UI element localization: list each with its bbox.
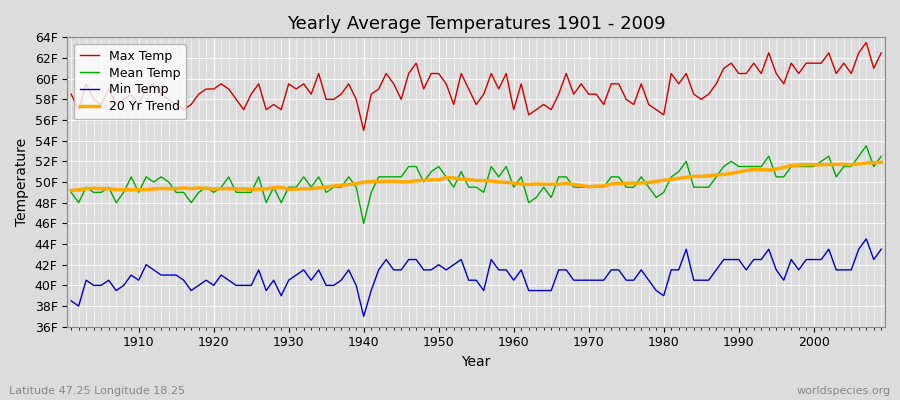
X-axis label: Year: Year [462, 355, 490, 369]
20 Yr Trend [291, 187, 302, 192]
Min Temp [508, 278, 519, 283]
Max Temp [606, 82, 616, 86]
Mean Temp [358, 221, 369, 226]
Max Temp [291, 87, 302, 92]
20 Yr Trend [500, 180, 511, 185]
20 Yr Trend [508, 181, 519, 186]
Max Temp [66, 92, 77, 96]
Min Temp [358, 314, 369, 319]
Line: Min Temp: Min Temp [71, 239, 881, 316]
Min Temp [336, 278, 346, 283]
Mean Temp [291, 185, 302, 190]
Text: Latitude 47.25 Longitude 18.25: Latitude 47.25 Longitude 18.25 [9, 386, 185, 396]
Min Temp [291, 273, 302, 278]
Max Temp [516, 82, 526, 86]
Line: Max Temp: Max Temp [71, 42, 881, 130]
Mean Temp [876, 154, 886, 158]
Legend: Max Temp, Mean Temp, Min Temp, 20 Yr Trend: Max Temp, Mean Temp, Min Temp, 20 Yr Tre… [74, 44, 186, 119]
Line: 20 Yr Trend: 20 Yr Trend [71, 162, 881, 190]
20 Yr Trend [126, 187, 137, 192]
Min Temp [606, 268, 616, 272]
Text: worldspecies.org: worldspecies.org [796, 386, 891, 396]
Line: Mean Temp: Mean Temp [71, 146, 881, 223]
Min Temp [66, 298, 77, 303]
20 Yr Trend [598, 184, 609, 188]
Max Temp [126, 92, 137, 96]
Y-axis label: Temperature: Temperature [15, 138, 29, 226]
Min Temp [860, 236, 871, 241]
20 Yr Trend [876, 160, 886, 165]
Max Temp [876, 50, 886, 55]
Min Temp [516, 268, 526, 272]
Max Temp [508, 107, 519, 112]
Min Temp [876, 247, 886, 252]
Min Temp [126, 273, 137, 278]
Mean Temp [66, 190, 77, 195]
Mean Temp [336, 185, 346, 190]
20 Yr Trend [66, 188, 77, 193]
Mean Temp [508, 185, 519, 190]
Max Temp [336, 92, 346, 96]
Mean Temp [606, 174, 616, 179]
Mean Temp [126, 174, 137, 179]
Mean Temp [860, 144, 871, 148]
Max Temp [860, 40, 871, 45]
Max Temp [358, 128, 369, 133]
20 Yr Trend [336, 183, 346, 188]
Title: Yearly Average Temperatures 1901 - 2009: Yearly Average Temperatures 1901 - 2009 [287, 15, 665, 33]
Mean Temp [516, 174, 526, 179]
